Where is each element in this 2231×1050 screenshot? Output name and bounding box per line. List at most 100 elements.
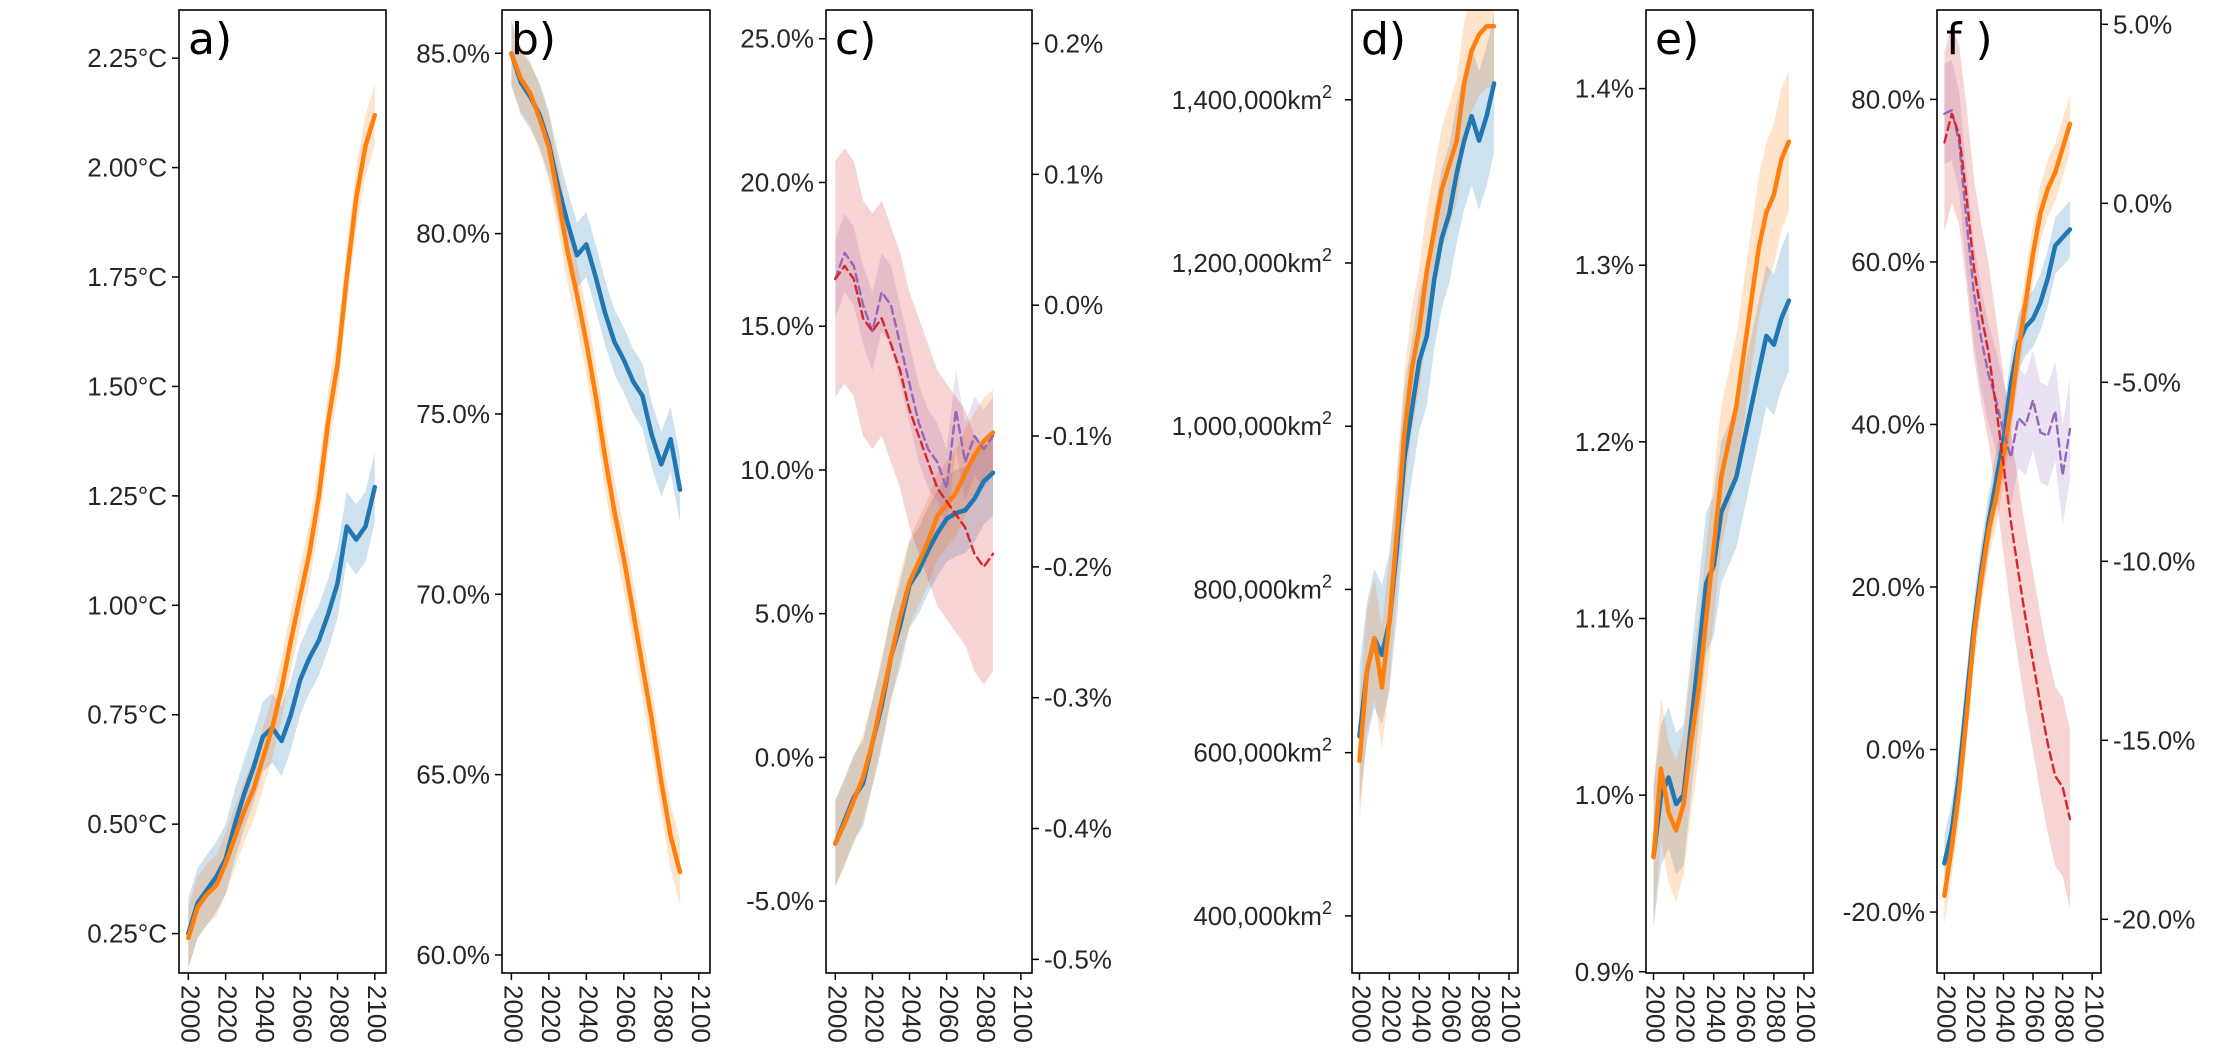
series-line-orange — [186, 112, 378, 941]
y2-tick-label: 0.0% — [1044, 290, 1103, 320]
x-tick-label: 2100 — [686, 985, 716, 1043]
y-tick-label: 1.1% — [1575, 603, 1634, 633]
y2-tick-label: 5.0% — [2113, 9, 2172, 39]
x-tick-label: 2040 — [1991, 985, 2021, 1043]
y-tick-label: 60.0% — [416, 940, 490, 970]
panel-frame — [1936, 9, 2102, 974]
y-tick-label: 20.0% — [1851, 572, 1925, 602]
series-line-blue — [1651, 298, 1792, 860]
x-tick-label: 2060 — [611, 985, 641, 1043]
x-tick-label: 2000 — [1347, 985, 1377, 1043]
panel-label: e) — [1655, 14, 1699, 65]
plot-area — [186, 84, 378, 969]
y-tick-label: 25.0% — [740, 24, 814, 54]
x-tick-label: 2080 — [1761, 985, 1791, 1043]
panel-label: a) — [188, 14, 232, 65]
plot-area — [1942, 24, 2073, 925]
x-tick-label: 2100 — [1791, 985, 1821, 1043]
y-tick-label: 80.0% — [1851, 84, 1925, 114]
x-tick-label: 2000 — [1641, 985, 1671, 1043]
y2-tick-label: 0.1% — [1044, 159, 1103, 189]
y-tick-label: 0.75°C — [87, 700, 167, 730]
confidence-band-red — [835, 148, 993, 685]
y-tick-label: 2.00°C — [87, 153, 167, 183]
panel-label: f ) — [1946, 14, 1993, 65]
series-line-blue — [1357, 81, 1497, 739]
y2-tick-label: 0.2% — [1044, 28, 1103, 58]
series-line-purple — [834, 251, 995, 490]
series-line-blue — [186, 484, 378, 936]
series-line-orange — [1651, 139, 1792, 860]
x-tick-label: 2000 — [1932, 985, 1962, 1043]
y2-tick-label: -0.5% — [1044, 944, 1112, 974]
x-tick-label: 2100 — [362, 985, 392, 1043]
x-tick-label: 2100 — [1008, 985, 1038, 1043]
y-tick-label: 40.0% — [1851, 409, 1925, 439]
y2-tick-label: -15.0% — [2113, 725, 2195, 755]
y-tick-label: 1,400,000km2 — [1172, 82, 1332, 115]
y-tick-label: 1.00°C — [87, 590, 167, 620]
y-tick-label: 600,000km2 — [1193, 735, 1332, 768]
y-tick-label: 0.9% — [1575, 957, 1634, 987]
confidence-band-orange — [1944, 95, 2070, 925]
confidence-band-orange — [188, 84, 375, 969]
x-tick-label: 2080 — [971, 985, 1001, 1043]
y-tick-label: 1.25°C — [87, 481, 167, 511]
unit-superscript: 2 — [1322, 735, 1332, 755]
panel-label: d) — [1361, 14, 1406, 65]
y-tick-label: 85.0% — [416, 38, 490, 68]
y-tick-label: 1,200,000km2 — [1172, 245, 1332, 278]
chart-panel-2: 60.0%65.0%70.0%75.0%80.0%85.0%2000 2020 20… — [416, 9, 716, 1043]
y-tick-label: 2.25°C — [87, 43, 167, 73]
chart-panel-6: -20.0% 0.0% 20.0% 40.0% 60.0% 80.0% -20.0% -15.… — [1843, 9, 2195, 1043]
x-tick-label: 2040 — [1701, 985, 1731, 1043]
x-tick-label: 2040 — [897, 985, 927, 1043]
panel-frame — [501, 9, 711, 974]
x-tick-label: 2060 — [2020, 985, 2050, 1043]
y-tick-label: 0.25°C — [87, 919, 167, 949]
confidence-band-orange — [511, 20, 680, 905]
y-tick-label: 80.0% — [416, 219, 490, 249]
confidence-band-purple — [1944, 60, 2070, 526]
x-tick-label: 2020 — [860, 985, 890, 1043]
y-tick-label: 1.75°C — [87, 262, 167, 292]
x-tick-label: 2020 — [1961, 985, 1991, 1043]
y-tick-label: -20.0% — [1843, 897, 1925, 927]
chart-panel-4: 400,000km2 600,000km2 800,000km2 1,000,000k… — [1172, 9, 1526, 1043]
y-tick-label: 400,000km2 — [1193, 898, 1332, 931]
series-line-orange — [833, 430, 996, 846]
y-tick-label: 15.0% — [740, 311, 814, 341]
series-line-orange — [1942, 121, 2073, 899]
confidence-band-red — [1944, 24, 2070, 909]
panel-frame — [825, 9, 1033, 974]
y-tick-label: 0.0% — [755, 742, 814, 772]
y-tick-label: 5.0% — [755, 599, 814, 629]
chart-panel-5: 0.9% 1.0% 1.1% 1.2% 1.3% 1.4% 2000 2020 2040 2060… — [1575, 9, 1821, 1043]
x-tick-label: 2040 — [1406, 985, 1436, 1043]
y-tick-label: 1.0% — [1575, 780, 1634, 810]
plot-area — [1357, 10, 1497, 822]
x-tick-label: 2020 — [1377, 985, 1407, 1043]
y-tick-label: 70.0% — [416, 579, 490, 609]
unit-superscript: 2 — [1322, 898, 1332, 918]
chart-panel-1: 0.25°C 0.50°C 0.75°C 1.00°C 1.25°C 1.50°C 1.75… — [87, 9, 392, 1043]
x-tick-label: 2100 — [2079, 985, 2109, 1043]
y-tick-label: 1,000,000km2 — [1172, 408, 1332, 441]
y2-tick-label: -0.4% — [1044, 814, 1112, 844]
x-tick-label: 2000 — [822, 985, 852, 1043]
y-tick-label: 800,000km2 — [1193, 571, 1332, 604]
panel-frame — [178, 9, 387, 974]
y-tick-label: 10.0% — [740, 455, 814, 485]
plot-area — [833, 148, 996, 887]
unit-superscript: 2 — [1322, 408, 1332, 428]
y-tick-label: 0.0% — [1866, 735, 1925, 765]
y-tick-label: -5.0% — [746, 886, 814, 916]
y-tick-label: 65.0% — [416, 760, 490, 790]
series-line-red — [1943, 112, 2072, 821]
x-tick-label: 2060 — [287, 985, 317, 1043]
confidence-band-orange — [1359, 10, 1495, 822]
x-tick-label: 2060 — [1731, 985, 1761, 1043]
confidence-band-blue — [1944, 201, 2070, 892]
y-tick-label: 1.3% — [1575, 250, 1634, 280]
